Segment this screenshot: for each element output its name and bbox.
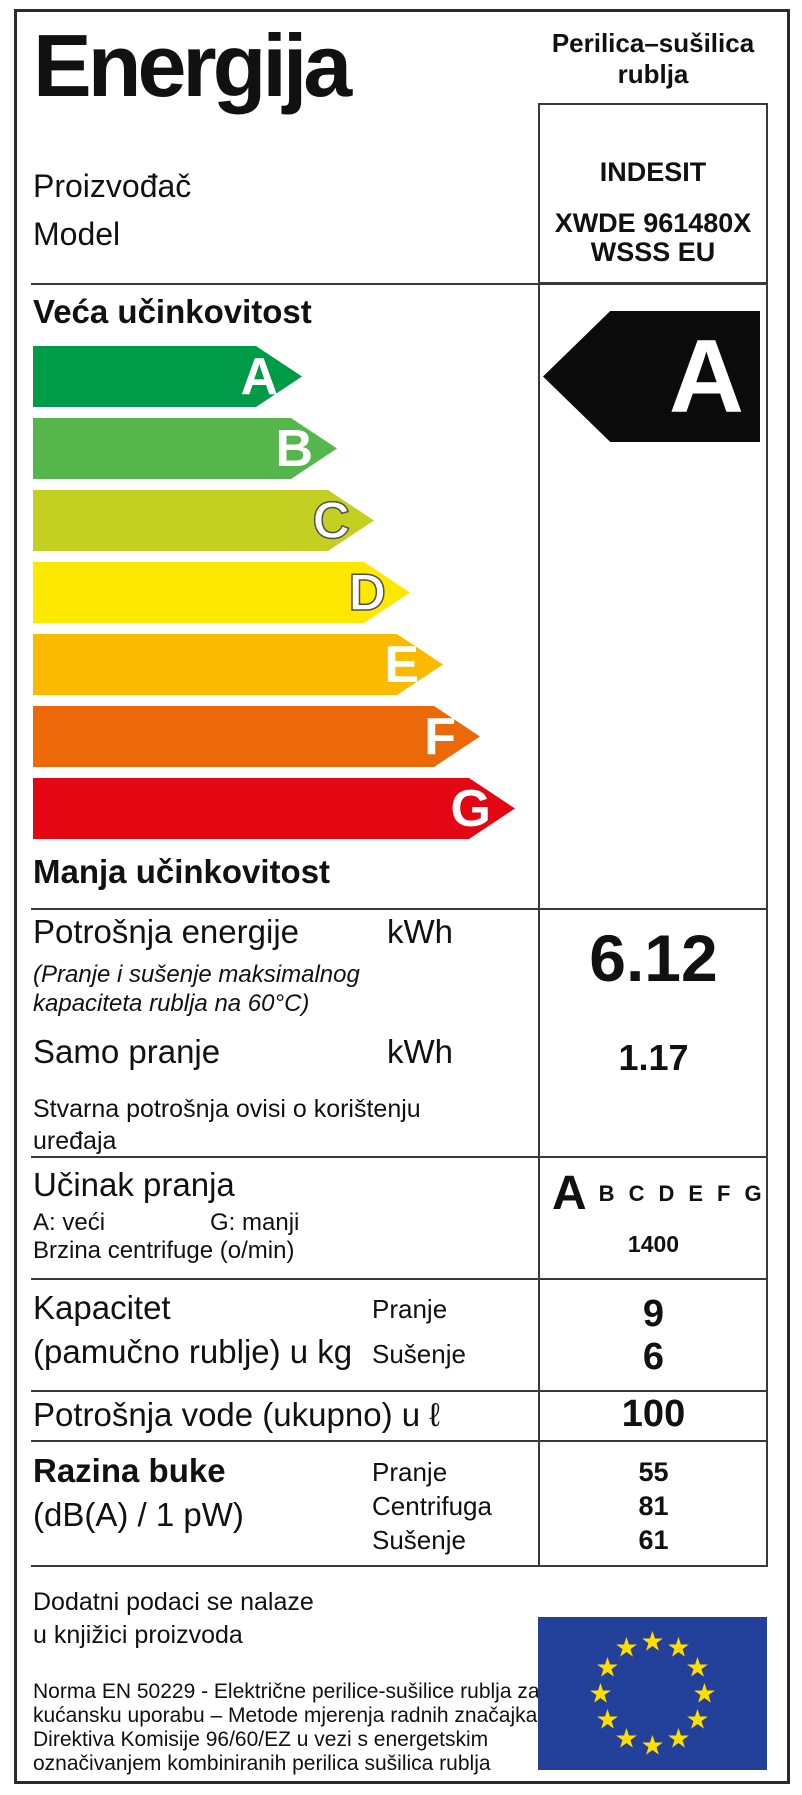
capacity-drying-value: 6: [642, 1336, 665, 1378]
eu-flag-star: ★: [595, 1704, 620, 1735]
scale-note-a: A: veći: [33, 1209, 106, 1236]
eu-flag-star: ★: [614, 1632, 639, 1664]
performance-scale-letter: G: [744, 1181, 762, 1206]
eu-flag-star: ★: [640, 1730, 665, 1761]
energy-note: (Pranje i sušenje maksimalnog kapaciteta…: [33, 961, 360, 1017]
eu-flag-star: ★: [685, 1704, 710, 1735]
rating-letter: A: [668, 318, 744, 435]
eu-flag-star: ★: [640, 1626, 665, 1657]
capacity-washing-label: Pranje: [372, 1294, 448, 1324]
efficiency-arrow-c: C: [33, 490, 374, 551]
eu-flag-star: ★: [588, 1678, 613, 1709]
model-value: XWDE 961480X WSSS EU: [554, 208, 752, 267]
more-efficient-label: Veća učinkovitost: [33, 293, 312, 330]
model-label: Model: [33, 216, 121, 252]
noise-spin-value: 81: [638, 1491, 669, 1521]
separator-line: [31, 1278, 768, 1280]
performance-scale-letter: D: [658, 1181, 675, 1206]
performance-scale-letter: E: [688, 1181, 704, 1206]
separator-line: [31, 1565, 768, 1567]
eu-flag-star: ★: [692, 1678, 717, 1709]
efficiency-arrow-g: G: [33, 778, 515, 839]
eu-flag-star: ★: [666, 1723, 691, 1755]
capacity-label: Kapacitet (pamučno rublje) u kg: [33, 1289, 353, 1370]
energy-consumption-label: Potrošnja energije: [33, 913, 299, 950]
efficiency-arrow-letter: E: [384, 635, 419, 694]
norm-directive-text: Norma EN 50229 - Električne perilice-suš…: [33, 1680, 540, 1775]
eu-flag-star: ★: [666, 1632, 691, 1664]
efficiency-arrow-letter: G: [450, 779, 491, 838]
additional-info-note: Dodatni podaci se nalaze u knjižici proi…: [33, 1588, 314, 1649]
noise-washing-label: Pranje: [372, 1457, 448, 1487]
spin-speed-value: 1400: [627, 1231, 680, 1257]
water-consumption-value: 100: [621, 1393, 686, 1435]
washing-only-value: 1.17: [618, 1037, 689, 1078]
efficiency-arrow-letter: C: [312, 491, 350, 550]
capacity-washing-value: 9: [642, 1293, 665, 1335]
scale-note-g: G: manji: [210, 1209, 300, 1236]
noise-level-label: Razina buke: [33, 1452, 226, 1489]
energy-unit: kWh: [387, 913, 453, 950]
eu-flag: ★ ★ ★ ★ ★ ★ ★ ★ ★ ★ ★ ★: [538, 1617, 767, 1770]
noise-washing-value: 55: [638, 1457, 669, 1487]
performance-scale-letter: F: [717, 1181, 731, 1206]
label-title: Energija: [33, 16, 352, 115]
efficiency-arrow-letter: A: [240, 347, 278, 406]
noise-drying-label: Sušenje: [372, 1525, 466, 1555]
separator-line: [31, 1390, 768, 1392]
table-right-border: [766, 283, 768, 1567]
water-consumption-label: Potrošnja vode (ukupno) u ℓ: [33, 1396, 440, 1433]
efficiency-arrow-f: F: [33, 706, 480, 767]
performance-scale-letter: C: [628, 1181, 645, 1206]
efficiency-arrow-d: D: [33, 562, 410, 623]
washing-only-unit: kWh: [387, 1033, 453, 1070]
noise-spin-label: Centrifuga: [372, 1491, 492, 1521]
less-efficient-label: Manja učinkovitost: [33, 853, 331, 890]
spin-speed-label: Brzina centrifuge (o/min): [33, 1237, 295, 1264]
performance-scale-letter: B: [598, 1181, 615, 1206]
washing-performance-label: Učinak pranja: [33, 1166, 235, 1203]
eu-flag-star: ★: [614, 1723, 639, 1755]
capacity-drying-label: Sušenje: [372, 1339, 466, 1369]
label-border: [14, 9, 790, 1784]
efficiency-arrow-letter: D: [348, 563, 386, 622]
eu-flag-star: ★: [595, 1652, 620, 1683]
manufacturer-label: Proizvođač: [33, 168, 192, 204]
noise-drying-value: 61: [638, 1525, 669, 1555]
separator-line: [31, 908, 768, 910]
washing-only-label: Samo pranje: [33, 1033, 221, 1070]
energy-value: 6.12: [589, 921, 718, 995]
separator-line: [31, 1440, 768, 1442]
efficiency-arrow-letter: F: [424, 707, 456, 766]
manufacturer-model-box: INDESIT XWDE 961480X WSSS EU: [538, 103, 768, 284]
separator-line: [31, 283, 768, 285]
appliance-type: Perilica–sušilica rublja: [551, 28, 755, 89]
column-divider: [538, 283, 540, 1567]
separator-line: [31, 1156, 768, 1158]
eu-flag-star: ★: [685, 1652, 710, 1683]
noise-level-unit: (dB(A) / 1 pW): [33, 1496, 244, 1533]
efficiency-arrow-e: E: [33, 634, 443, 695]
efficiency-arrow-b: B: [33, 418, 337, 479]
efficiency-arrow-a: A: [33, 346, 302, 407]
performance-rating: A: [552, 1167, 587, 1220]
efficiency-arrow-letter: B: [275, 419, 313, 478]
manufacturer-value: INDESIT: [599, 157, 707, 187]
actual-consumption-note: Stvarna potrošnja ovisi o korištenju ure…: [33, 1095, 421, 1155]
